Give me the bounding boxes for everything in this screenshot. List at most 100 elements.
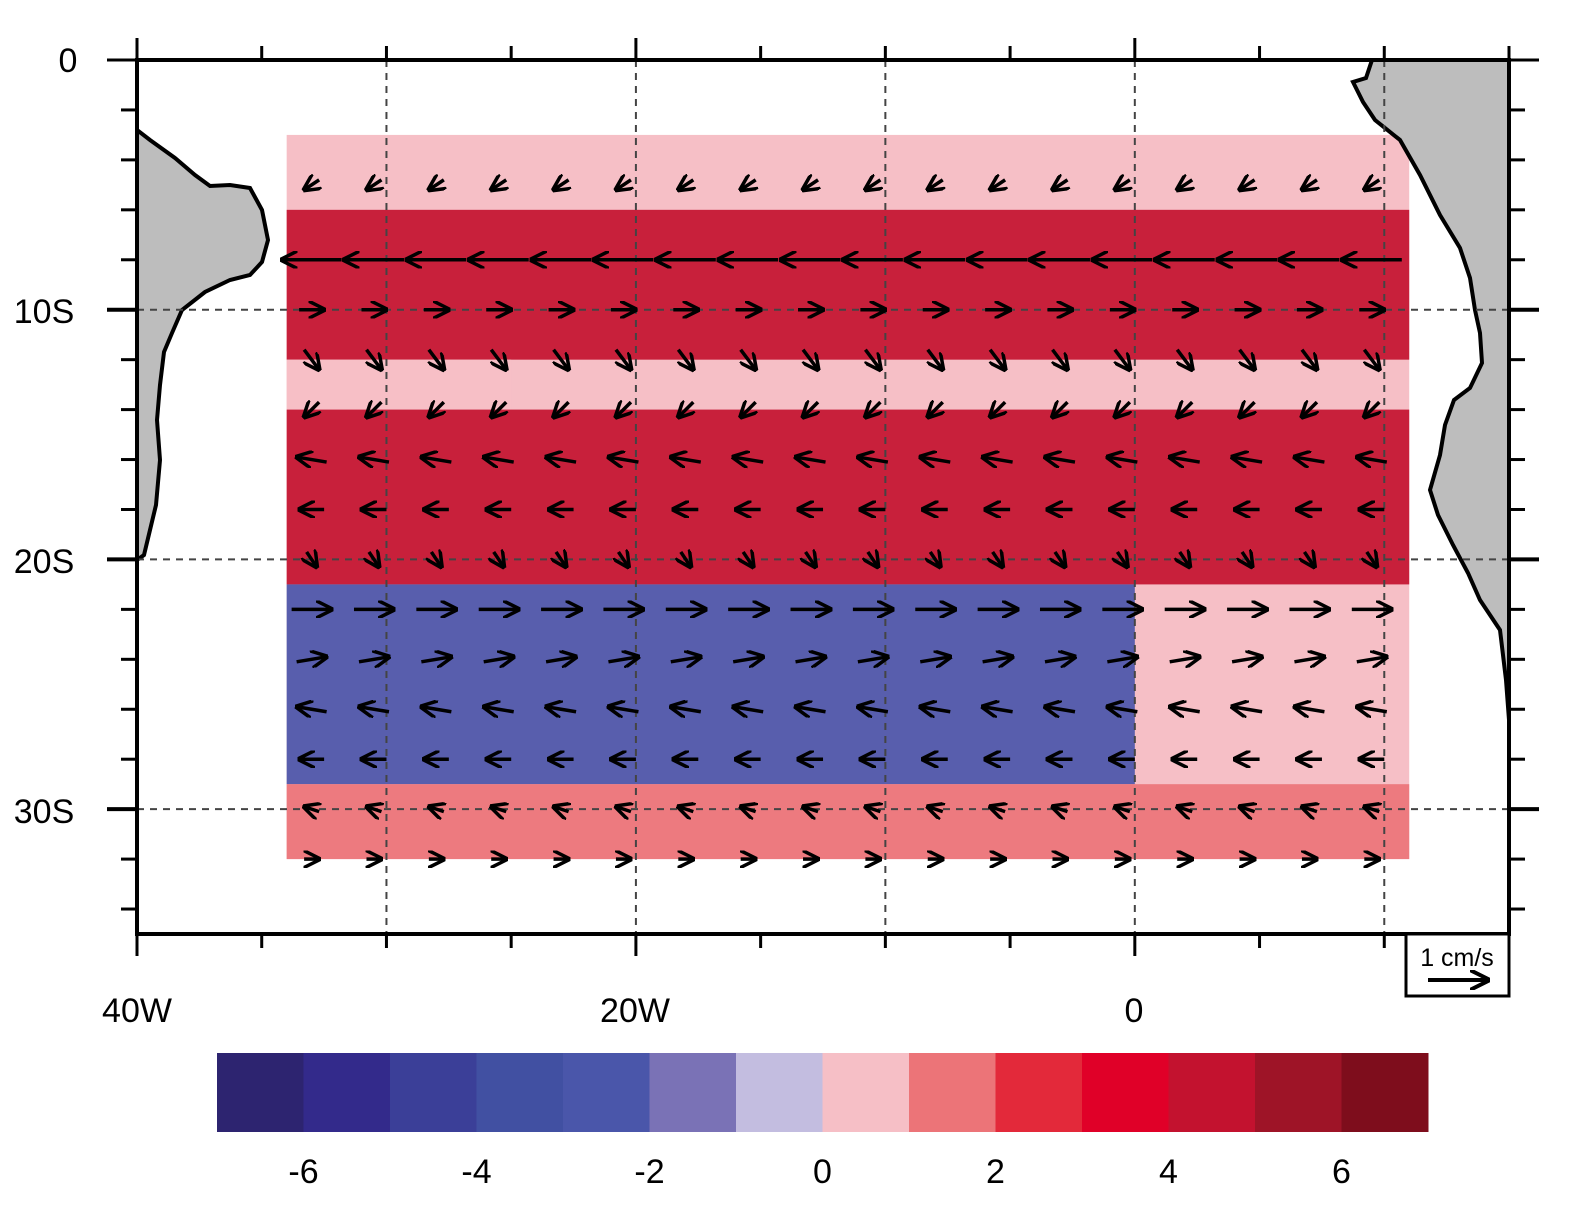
current-vector xyxy=(366,402,381,417)
current-vector xyxy=(618,552,628,567)
current-vector xyxy=(678,402,693,417)
current-vector xyxy=(806,552,816,567)
current-vector xyxy=(865,348,880,370)
current-vector xyxy=(491,807,506,812)
current-vector xyxy=(616,348,631,370)
current-vector xyxy=(1240,807,1255,812)
current-vector xyxy=(857,657,888,662)
current-vector xyxy=(494,552,504,567)
current-vector xyxy=(865,180,880,190)
current-vector xyxy=(1177,180,1192,190)
current-vector xyxy=(1232,457,1263,462)
current-vector xyxy=(990,348,1005,370)
current-vector xyxy=(990,180,1005,190)
current-vector xyxy=(928,402,943,417)
current-vectors xyxy=(282,180,1402,859)
current-vector xyxy=(795,657,826,662)
colorbar-swatch-7 xyxy=(822,1053,910,1132)
anomaly-band-2 xyxy=(286,409,1410,585)
current-vector xyxy=(983,457,1013,462)
lat-label-20s: 20S xyxy=(14,543,75,581)
current-vector xyxy=(1302,402,1317,417)
current-vector xyxy=(671,707,702,712)
current-vector xyxy=(1367,552,1377,567)
current-vector xyxy=(304,807,319,812)
current-vector xyxy=(983,707,1013,712)
current-vector xyxy=(1045,707,1076,712)
current-vector xyxy=(1294,457,1325,462)
colorbar-swatch-6 xyxy=(736,1053,823,1132)
current-vector xyxy=(1294,707,1325,712)
current-vector xyxy=(1170,457,1200,462)
current-vector xyxy=(1170,707,1200,712)
colorbar-swatch-10 xyxy=(1082,1053,1169,1132)
current-vector xyxy=(616,402,631,417)
current-vector xyxy=(1044,657,1075,662)
current-vector xyxy=(421,707,452,712)
current-vector xyxy=(1115,180,1130,190)
current-vector xyxy=(1364,807,1379,812)
current-vector xyxy=(678,348,693,370)
reference-vector-label: 1 cm/s xyxy=(1420,944,1494,972)
anomaly-field xyxy=(286,134,1410,860)
current-vector xyxy=(366,180,381,190)
south-america-land xyxy=(137,127,271,563)
current-vector xyxy=(1357,707,1388,712)
current-vector xyxy=(865,807,880,812)
current-vector xyxy=(732,657,763,662)
current-vector xyxy=(1364,348,1379,370)
current-vector xyxy=(920,457,951,462)
current-vector xyxy=(1357,457,1388,462)
colorbar-swatch-12 xyxy=(1255,1053,1342,1132)
colorbar-swatch-2 xyxy=(390,1053,477,1132)
anomaly-band-3 xyxy=(286,584,1135,785)
colorbar-swatch-0 xyxy=(217,1053,304,1132)
current-vector xyxy=(1169,657,1200,662)
current-vector xyxy=(1364,180,1379,190)
current-vector xyxy=(1302,348,1317,370)
current-vector xyxy=(554,402,569,417)
current-vector xyxy=(429,807,444,812)
current-vector xyxy=(491,348,506,370)
lon-label-40w: 40W xyxy=(102,992,172,1030)
current-vector xyxy=(545,657,576,662)
current-vector xyxy=(920,707,951,712)
anomaly-band-1 xyxy=(286,359,512,410)
current-vector xyxy=(554,807,569,812)
current-vector xyxy=(1240,402,1255,417)
current-vector xyxy=(297,457,327,462)
current-vector xyxy=(491,402,506,417)
current-vector xyxy=(1107,657,1137,662)
colorbar-tick-label-1: -4 xyxy=(461,1153,491,1191)
colorbar-tick-label-3: 0 xyxy=(813,1153,832,1191)
current-vector xyxy=(919,657,950,662)
current-vector xyxy=(608,657,638,662)
colorbar-tick-label-6: 6 xyxy=(1332,1153,1351,1191)
map-plot-area xyxy=(137,60,1509,934)
current-vector xyxy=(304,402,319,417)
current-vector xyxy=(930,552,940,567)
current-vector xyxy=(741,807,756,812)
current-vector xyxy=(1302,180,1317,190)
anomaly-band-0 xyxy=(286,209,1410,360)
current-vector xyxy=(608,457,639,462)
colorbar-tick-label-4: 2 xyxy=(986,1153,1005,1191)
current-vector xyxy=(1115,402,1130,417)
current-vector xyxy=(743,552,753,567)
current-vector xyxy=(858,457,889,462)
current-vector xyxy=(868,552,878,567)
current-vector xyxy=(1302,807,1317,812)
current-vector xyxy=(429,348,444,370)
current-vector xyxy=(1052,402,1067,417)
current-vector xyxy=(421,657,451,662)
current-vector xyxy=(1052,348,1067,370)
current-vector xyxy=(484,707,514,712)
current-vector xyxy=(1242,552,1252,567)
reference-vector-box: 1 cm/s xyxy=(1404,932,1511,998)
current-vector xyxy=(1240,180,1255,190)
current-vector xyxy=(359,707,390,712)
current-vector xyxy=(1356,657,1387,662)
colorbar-swatch-1 xyxy=(303,1053,391,1132)
current-vector xyxy=(1177,348,1192,370)
current-vector xyxy=(1177,807,1192,812)
